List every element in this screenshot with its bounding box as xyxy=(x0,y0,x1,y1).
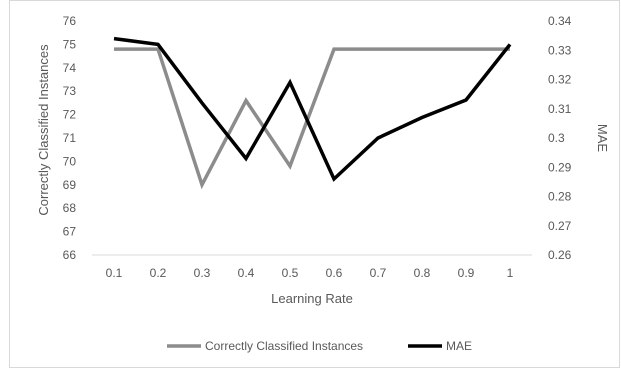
y-tick-label: 72 xyxy=(63,108,77,122)
y-tick-label: 71 xyxy=(63,131,77,145)
y-tick-label: 76 xyxy=(63,14,77,28)
y2-axis-title: MAE xyxy=(595,124,610,153)
legend-label-correctly-classified-instances: Correctly Classified Instances xyxy=(205,339,363,353)
chart-border xyxy=(9,0,620,368)
x-tick-label: 1 xyxy=(507,266,514,280)
series-line-correctly-classified-instances xyxy=(114,47,510,190)
legend: Correctly Classified Instances MAE xyxy=(167,339,472,353)
x-tick-label: 0.2 xyxy=(150,266,167,280)
y-tick-label: 70 xyxy=(63,154,77,168)
x-tick-label: 0.8 xyxy=(414,266,431,280)
x-tick-label: 0.9 xyxy=(458,266,475,280)
y-tick-label: 66 xyxy=(63,248,77,262)
series-line-mae xyxy=(113,36,512,182)
y2-tick-label: 0.27 xyxy=(548,219,572,233)
y2-tick-label: 0.33 xyxy=(548,43,572,57)
y-axis-title: Correctly Classified Instances xyxy=(36,44,51,216)
x-axis-title: Learning Rate xyxy=(271,291,353,306)
y2-tick-label: 0.29 xyxy=(548,160,572,174)
y-tick-label: 67 xyxy=(63,225,77,239)
y2-tick-label: 0.26 xyxy=(548,248,572,262)
y-tick-label: 74 xyxy=(63,61,77,75)
x-tick-label: 0.6 xyxy=(326,266,343,280)
y-tick-label: 75 xyxy=(63,37,77,51)
x-tick-label: 0.5 xyxy=(282,266,299,280)
y2-tick-label: 0.34 xyxy=(548,14,572,28)
y-tick-label: 68 xyxy=(63,201,77,215)
x-tick-label: 0.7 xyxy=(370,266,387,280)
x-tick-label: 0.1 xyxy=(106,266,123,280)
y2-tick-label: 0.32 xyxy=(548,73,572,87)
y-tick-label: 73 xyxy=(63,84,77,98)
y2-tick-label: 0.3 xyxy=(548,131,565,145)
x-tick-label: 0.4 xyxy=(238,266,255,280)
y2-tick-label: 0.28 xyxy=(548,190,572,204)
y2-tick-label: 0.31 xyxy=(548,102,572,116)
y-tick-label: 69 xyxy=(63,178,77,192)
x-tick-label: 0.3 xyxy=(194,266,211,280)
legend-label-mae: MAE xyxy=(446,339,472,353)
